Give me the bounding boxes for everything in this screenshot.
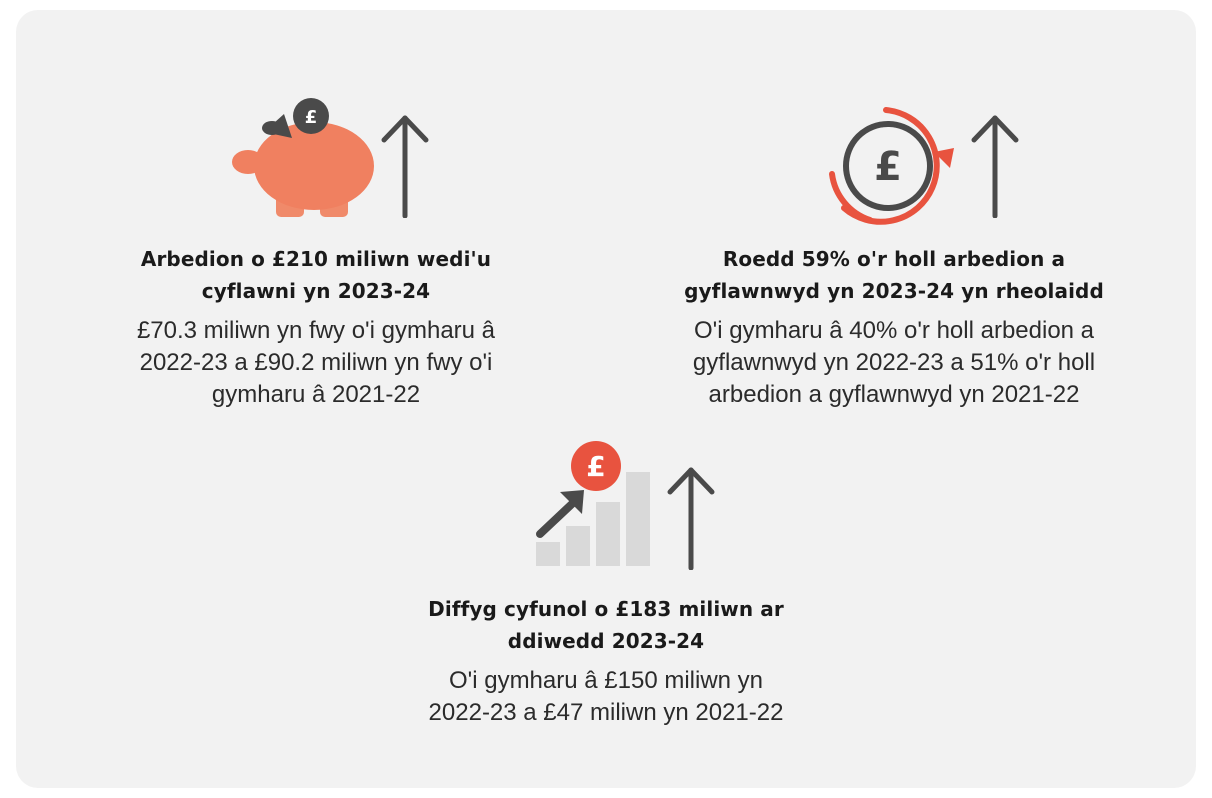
stat-description: O'i gymharu â £150 miliwn yn 2022-23 a £… bbox=[428, 667, 784, 726]
infographic-panel bbox=[16, 10, 1196, 788]
svg-text:£: £ bbox=[305, 107, 318, 128]
stat-description: £70.3 miliwn yn fwy o'i gymharu â 2022-2… bbox=[136, 317, 496, 408]
recurring-savings-stat: Roedd 59% o'r holl arbedion a gyflawnwyd… bbox=[664, 243, 1124, 411]
stat-title: Roedd 59% o'r holl arbedion a gyflawnwyd… bbox=[684, 247, 1104, 303]
arrow-up-icon bbox=[381, 115, 429, 218]
stat-title: Diffyg cyfunol o £183 miliwn ar ddiwedd … bbox=[428, 597, 784, 653]
arrow-up-icon bbox=[667, 467, 715, 570]
svg-text:£: £ bbox=[586, 450, 605, 483]
rising-bars-pound-icon: £ bbox=[536, 441, 650, 566]
recurring-pound-icon: £ bbox=[829, 107, 954, 225]
svg-text:£: £ bbox=[874, 144, 902, 190]
cumulative-deficit-stat: Diffyg cyfunol o £183 miliwn ar ddiwedd … bbox=[376, 593, 836, 729]
savings-achieved-stat: Arbedion o £210 miliwn wedi'u cyflawni y… bbox=[86, 243, 546, 411]
stat-title: Arbedion o £210 miliwn wedi'u cyflawni y… bbox=[140, 247, 492, 303]
piggy-bank-icon: £ bbox=[232, 98, 374, 217]
stat-description: O'i gymharu â 40% o'r holl arbedion a gy… bbox=[692, 317, 1096, 408]
arrow-up-icon bbox=[971, 115, 1019, 218]
